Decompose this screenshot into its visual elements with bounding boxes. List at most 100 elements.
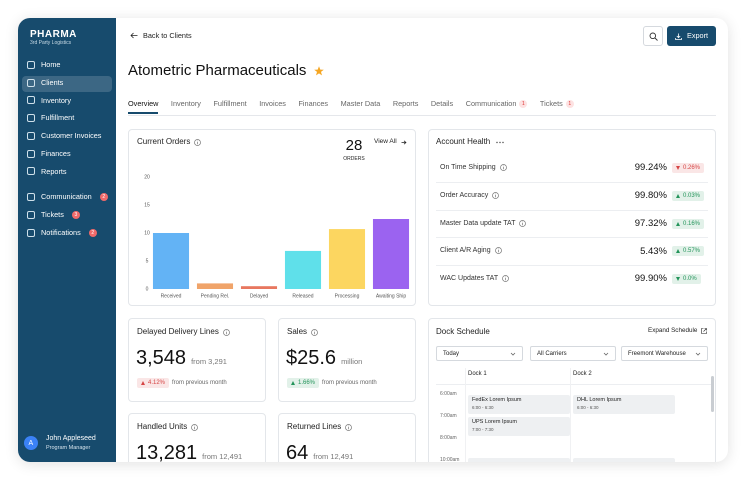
nav-badge: 2	[99, 193, 108, 201]
change-badge: 1.66%	[287, 378, 320, 388]
user-name: John Appleseed	[46, 434, 96, 442]
icon-part	[496, 141, 498, 143]
nav-item[interactable]: Fulfillment	[27, 114, 74, 123]
nav-item[interactable]: Communication 2	[27, 193, 108, 201]
change-arrow	[676, 221, 680, 226]
icon	[675, 33, 682, 40]
icon-part	[499, 164, 507, 171]
dock-card	[428, 318, 716, 462]
nav-badge: 3	[71, 211, 80, 219]
tab-label: Tickets	[539, 99, 563, 109]
view-all[interactable]: View All	[374, 138, 407, 146]
health-label: On Time Shipping	[440, 164, 496, 171]
event-block	[468, 417, 570, 436]
health-value: 97.32%	[634, 217, 667, 229]
search-button[interactable]	[643, 26, 663, 46]
filter-select[interactable]: Freemont Warehouse	[621, 346, 708, 361]
nav-label: Finances	[41, 148, 71, 158]
time-label: 10:00am	[440, 456, 460, 462]
icon	[191, 423, 199, 431]
icon	[311, 328, 318, 336]
kpi-compare: million	[341, 357, 363, 366]
kpi-card	[278, 413, 416, 462]
x-tick-label: Received	[161, 293, 182, 299]
icon-part	[654, 37, 658, 41]
tab[interactable]: Fulfillment	[213, 99, 247, 109]
kpi-compare: from 12,491	[202, 452, 243, 461]
nav-item[interactable]: Clients	[27, 78, 63, 87]
event-time: 7:00 - 7:30	[472, 426, 494, 432]
event-block	[468, 458, 570, 462]
filter-select[interactable]: All Carriers	[530, 346, 616, 361]
nav-icon	[27, 61, 35, 69]
nav-item[interactable]: Inventory	[27, 96, 71, 105]
orders-total: 28	[345, 137, 363, 154]
event-block	[573, 395, 675, 414]
event-block	[573, 458, 675, 462]
nav-label: Customer Invoices	[41, 131, 102, 141]
nav-item[interactable]: Customer Invoices	[27, 131, 102, 141]
icon	[401, 140, 407, 145]
change-arrow	[291, 381, 295, 385]
nav-label: Home	[41, 60, 61, 70]
kpi-compare: from 12,491	[313, 452, 354, 461]
health-value: 5.43%	[640, 245, 667, 257]
nav-item[interactable]: Finances	[27, 148, 71, 158]
chart-title: Current Orders	[137, 137, 191, 146]
icon	[494, 247, 502, 255]
change-arrow	[676, 249, 680, 254]
health-label: Order Accuracy	[440, 191, 489, 199]
back-link[interactable]: Back to Clients	[130, 32, 192, 39]
change-value: 0.16%	[683, 220, 701, 227]
tab[interactable]: Details	[431, 100, 453, 108]
bar	[284, 250, 322, 289]
tab[interactable]: Finances	[298, 99, 329, 109]
user-role: Program Manager	[46, 445, 91, 452]
y-tick-label: 10	[144, 230, 150, 236]
kpi-value: 64	[286, 442, 309, 462]
tab-label: Fulfillment	[213, 99, 247, 109]
nav-item[interactable]: Reports	[27, 167, 67, 176]
page-title-row: Atometric Pharmaceuticals	[128, 63, 325, 78]
event-title: FedEx Lorem Ipsum	[472, 397, 522, 404]
y-tick-label: 0	[146, 286, 149, 292]
icon	[603, 352, 609, 356]
tab-label: Overview	[128, 99, 159, 109]
bar	[240, 286, 278, 289]
kpi-title: Sales	[287, 327, 308, 336]
brand-tagline: 3rd Party Logistics	[30, 40, 72, 46]
tab[interactable]: Overview	[128, 99, 159, 114]
kpi-value-row: 3,548 from 3,291	[136, 348, 227, 368]
icon-part	[695, 352, 701, 356]
health-divider	[436, 265, 708, 266]
dock-column-line	[570, 368, 571, 462]
tab[interactable]: Master Data	[341, 100, 381, 108]
user-avatar-bg	[24, 436, 38, 450]
expand-link[interactable]: Expand Schedule	[648, 327, 708, 334]
x-tick-label: Processing	[335, 293, 360, 299]
tab[interactable]: Invoices	[259, 100, 286, 108]
kpi-title-row: Returned Lines	[287, 423, 353, 431]
tab[interactable]: Inventory	[171, 100, 201, 108]
nav-icon	[27, 229, 35, 237]
tab-badge: 1	[565, 100, 574, 108]
nav-item[interactable]: Notifications 2	[27, 229, 97, 237]
tab-label: Reports	[392, 99, 419, 109]
tab[interactable]: Tickets 1	[540, 100, 574, 108]
tab[interactable]: Communication 1	[466, 100, 528, 108]
tab-label: Finances	[298, 99, 329, 109]
kpi-card	[128, 413, 266, 462]
change-badge: 0.26%	[672, 163, 705, 173]
tab[interactable]: Reports	[392, 99, 419, 109]
icon-part	[222, 328, 230, 336]
nav-item[interactable]: Tickets 3	[27, 211, 80, 219]
nav-item[interactable]: Home	[27, 61, 60, 69]
x-tick-label: Delayed	[250, 293, 269, 299]
filter-select[interactable]: Today	[436, 346, 523, 361]
icon-part	[130, 32, 138, 39]
icon-part	[649, 32, 656, 39]
change-badge: 4.12%	[137, 378, 170, 388]
icon-part	[502, 141, 504, 143]
export-button[interactable]: Export	[667, 26, 716, 46]
